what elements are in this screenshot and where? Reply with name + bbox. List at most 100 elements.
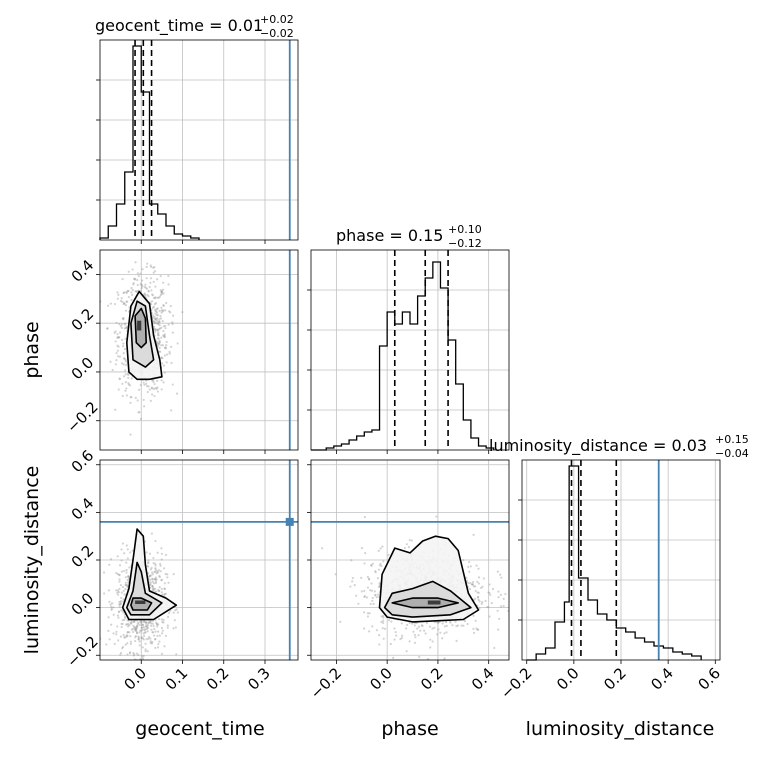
sample-point bbox=[424, 632, 427, 635]
sample-point bbox=[107, 616, 110, 619]
sample-point bbox=[155, 310, 158, 313]
sample-point bbox=[151, 379, 154, 382]
sample-point bbox=[164, 347, 168, 350]
sample-point bbox=[369, 589, 372, 592]
sample-point bbox=[157, 589, 161, 593]
sample-point bbox=[156, 329, 159, 332]
sample-point bbox=[132, 651, 135, 655]
sample-point bbox=[165, 343, 168, 347]
sample-point bbox=[132, 277, 136, 280]
sample-point bbox=[127, 376, 130, 380]
sample-point bbox=[150, 386, 153, 389]
sample-point bbox=[160, 626, 164, 630]
sample-point bbox=[487, 591, 490, 594]
sample-point bbox=[480, 602, 483, 605]
sample-point bbox=[149, 264, 152, 267]
sample-point bbox=[152, 387, 156, 390]
sample-point bbox=[124, 373, 127, 376]
sample-point bbox=[413, 633, 416, 636]
sample-point bbox=[157, 630, 160, 633]
sample-point bbox=[378, 583, 381, 586]
title-luminosity-distance-median: 0.03 bbox=[671, 436, 707, 455]
sample-point bbox=[148, 552, 152, 555]
sample-point bbox=[135, 290, 138, 293]
sample-point bbox=[113, 642, 116, 646]
sample-point bbox=[370, 582, 373, 585]
sample-point bbox=[147, 561, 150, 564]
sample-point bbox=[370, 563, 373, 567]
sample-point bbox=[106, 327, 109, 330]
sample-point bbox=[500, 576, 503, 579]
sample-point bbox=[370, 589, 374, 592]
x-axis-label-phase: phase bbox=[381, 718, 438, 740]
sample-point bbox=[121, 317, 124, 320]
sample-point bbox=[141, 654, 144, 658]
sample-point bbox=[160, 379, 163, 382]
sample-point bbox=[133, 658, 137, 660]
sample-point bbox=[146, 293, 149, 297]
sample-point bbox=[153, 634, 156, 637]
sample-point bbox=[148, 620, 152, 623]
x-tick-label: 0.0 bbox=[120, 664, 150, 694]
sample-point bbox=[130, 377, 133, 380]
sample-point bbox=[160, 578, 164, 581]
sample-point bbox=[145, 625, 148, 628]
sample-point bbox=[445, 620, 448, 623]
sample-point bbox=[102, 571, 106, 574]
sample-point bbox=[477, 576, 481, 579]
sample-point bbox=[157, 296, 160, 299]
sample-point bbox=[151, 571, 154, 574]
sample-point bbox=[119, 602, 123, 605]
sample-point bbox=[162, 330, 165, 333]
sample-point bbox=[122, 357, 126, 360]
sample-point bbox=[439, 631, 442, 634]
sample-point bbox=[412, 630, 415, 633]
sample-point bbox=[150, 628, 153, 631]
sample-point bbox=[149, 281, 152, 284]
sample-point bbox=[109, 603, 112, 606]
sample-point bbox=[408, 621, 411, 624]
sample-point bbox=[118, 331, 122, 334]
sample-point bbox=[176, 342, 179, 345]
sample-point bbox=[138, 644, 141, 647]
sample-point bbox=[143, 634, 146, 637]
sample-point bbox=[118, 605, 121, 608]
sample-point bbox=[158, 309, 161, 312]
sample-point bbox=[138, 623, 141, 627]
sample-point bbox=[123, 347, 127, 351]
sample-point bbox=[156, 296, 159, 299]
sample-point bbox=[156, 328, 159, 331]
sample-point bbox=[121, 645, 125, 649]
sample-point bbox=[126, 557, 129, 560]
sample-point bbox=[151, 293, 154, 296]
sample-point bbox=[173, 619, 176, 622]
sample-point bbox=[156, 551, 159, 554]
sample-point bbox=[162, 304, 165, 307]
x-tick-label: 0.2 bbox=[203, 664, 233, 694]
sample-point bbox=[135, 290, 138, 293]
sample-point bbox=[140, 629, 143, 632]
sample-point bbox=[136, 632, 139, 635]
sample-point bbox=[406, 623, 409, 627]
sample-point bbox=[150, 289, 153, 292]
sample-point bbox=[476, 591, 479, 594]
sample-point bbox=[171, 321, 174, 324]
sample-point bbox=[437, 620, 441, 624]
sample-point bbox=[387, 619, 391, 622]
sample-point bbox=[156, 314, 159, 317]
sample-point bbox=[172, 573, 175, 576]
sample-point bbox=[351, 580, 354, 583]
sample-point bbox=[140, 621, 143, 624]
sample-point bbox=[374, 570, 377, 573]
sample-point bbox=[357, 602, 360, 605]
sample-point bbox=[110, 623, 113, 626]
sample-point bbox=[119, 601, 122, 604]
sample-point bbox=[156, 625, 159, 628]
sample-point bbox=[367, 577, 371, 580]
sample-point bbox=[118, 336, 121, 339]
histogram-step bbox=[99, 45, 200, 240]
sample-point bbox=[144, 625, 148, 628]
sample-point bbox=[408, 640, 411, 643]
x-tick-label: −0.2 bbox=[497, 664, 535, 702]
sample-point bbox=[127, 623, 130, 626]
